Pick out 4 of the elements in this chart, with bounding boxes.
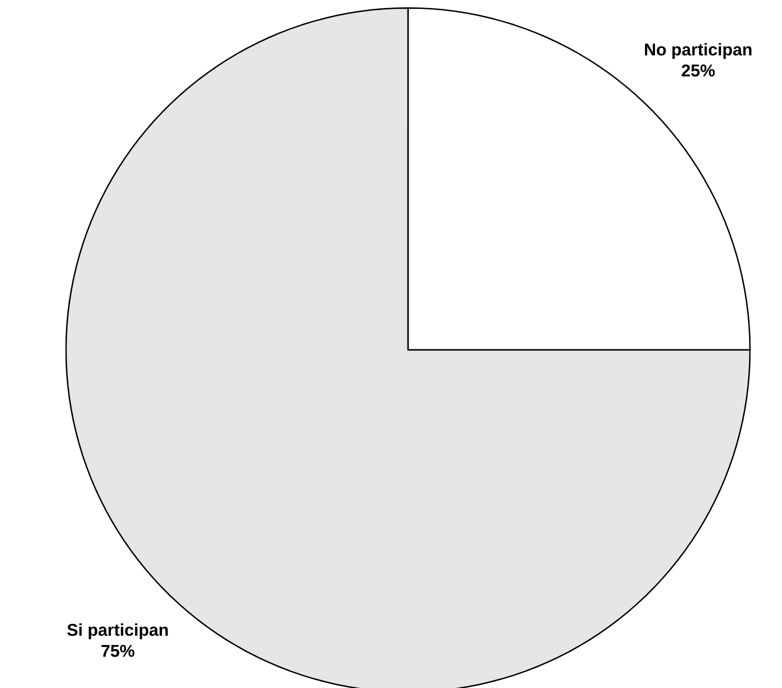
- data-label: 25%: [682, 64, 715, 77]
- data-label: 75%: [102, 644, 134, 657]
- slice-label: Si participan: [67, 623, 168, 640]
- slice-label: No participan: [645, 43, 752, 59]
